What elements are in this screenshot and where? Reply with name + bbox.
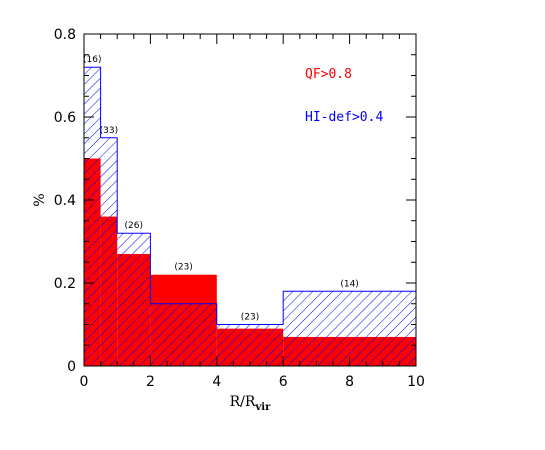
x-tick-label: 0 (80, 374, 89, 390)
count-annotation: (33) (100, 126, 118, 136)
hi-def-bar-0 (84, 67, 101, 366)
count-annotation: (23) (174, 263, 192, 273)
y-axis-title: % (32, 193, 48, 206)
count-annotation: (16) (83, 55, 101, 65)
hi-def-bar-4 (216, 324, 284, 366)
x-axis-title: R/Rvir (230, 394, 271, 413)
hi-def-bar-3 (150, 303, 217, 366)
y-tick-label: 0.8 (54, 27, 76, 43)
x-tick-label: 2 (146, 374, 155, 390)
x-axis-title-subscript: vir (254, 402, 271, 413)
hi-def-bar-2 (117, 233, 151, 366)
y-tick-label: 0.6 (54, 110, 76, 126)
hi-def-hatched-bars (83, 66, 417, 366)
legend-entry-qf: QF>0.8 (305, 67, 352, 82)
x-axis-title-main: R/R (230, 394, 256, 410)
y-tick-label: 0.4 (54, 193, 76, 209)
x-tick-label: 8 (345, 374, 354, 390)
hi-def-bar-1 (100, 137, 118, 366)
x-tick-label: 4 (212, 374, 221, 390)
count-annotation: (23) (241, 313, 259, 323)
x-tick-label: 6 (279, 374, 288, 390)
count-annotation: (26) (125, 221, 143, 231)
x-tick-label: 10 (407, 374, 425, 390)
hi-def-outline (83, 66, 417, 366)
hi-def-bar-5 (283, 291, 416, 366)
axes: 0 2 4 6 8 10 0 0.2 0.4 0.6 0.8 (54, 27, 425, 390)
count-annotation: (14) (340, 279, 358, 289)
legend-entry-hi-def: HI-def>0.4 (305, 110, 383, 125)
count-annotations: (16) (33) (26) (23) (23) (14) (83, 55, 359, 322)
y-tick-label: 0 (67, 359, 76, 375)
y-tick-label: 0.2 (54, 276, 76, 292)
